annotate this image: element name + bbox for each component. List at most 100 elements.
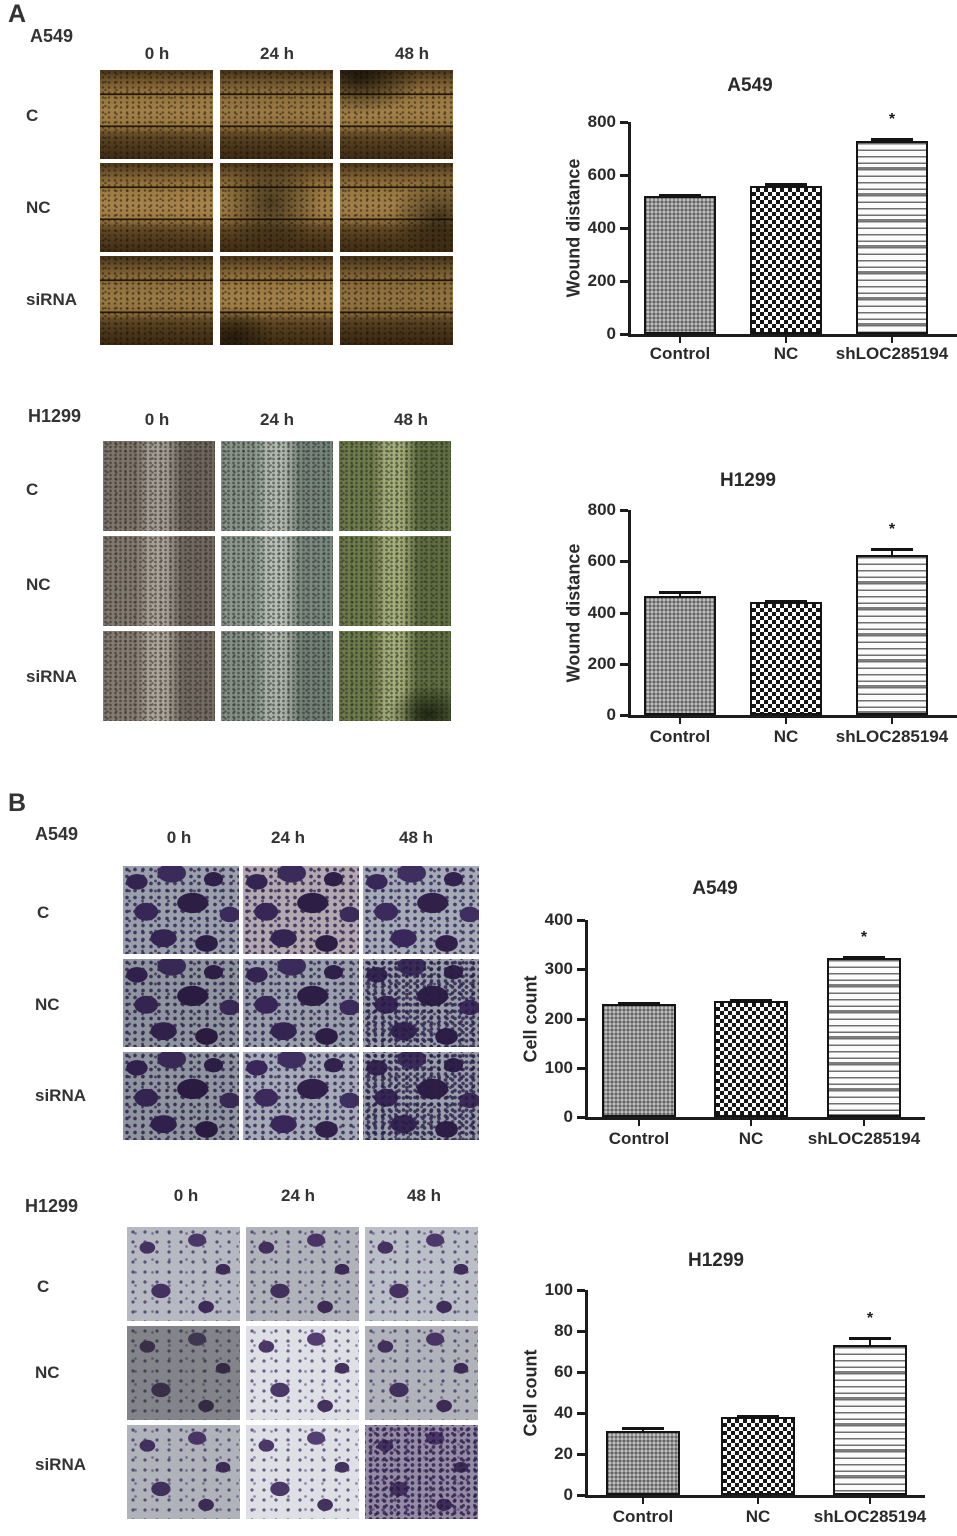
chart-title: H1299 [688, 1250, 744, 1271]
timepoint-header: 24 h [270, 828, 306, 847]
micrograph [246, 1227, 359, 1321]
micrograph [127, 1326, 240, 1420]
micrograph [340, 256, 453, 345]
bar [606, 1431, 680, 1495]
error-bar-cap [730, 998, 772, 1002]
micrograph [100, 70, 213, 159]
x-category-label: shLOC285194 [807, 1129, 921, 1148]
x-category-label: shLOC285194 [835, 344, 949, 363]
x-tick [891, 337, 894, 343]
row-label: NC [26, 198, 51, 217]
row-label: C [37, 1277, 50, 1296]
error-bar-cap [659, 194, 701, 197]
chart-title: A549 [692, 878, 738, 899]
y-tick-label: 100 [544, 1280, 573, 1299]
x-tick [679, 718, 682, 724]
y-tick-label: 200 [587, 271, 616, 290]
micrograph-grid-a549-transwell [123, 866, 479, 1140]
x-tick [891, 718, 894, 724]
x-tick [750, 1120, 753, 1126]
bar-chart-a549-cellcount: A549 Cell count 0 100 200 300 400 Control NC shLO… [520, 875, 950, 1187]
y-tick [577, 968, 585, 972]
row-label: NC [35, 995, 60, 1014]
micrograph-grid-h1299-wound [103, 441, 451, 721]
micrograph [246, 1425, 359, 1519]
micrograph [363, 1052, 479, 1140]
bar [833, 1345, 907, 1495]
y-tick [620, 333, 628, 336]
x-category-label: Control [649, 727, 711, 746]
y-tick [620, 509, 628, 512]
row-label: NC [26, 575, 51, 594]
x-category-label: Control [649, 344, 711, 363]
micrograph [123, 959, 239, 1047]
y-tick [577, 1066, 585, 1070]
y-tick-label: 0 [563, 1107, 573, 1126]
bar [721, 1417, 795, 1495]
significance-star: * [888, 111, 896, 129]
x-axis [628, 334, 957, 337]
y-axis [628, 510, 631, 718]
micrograph [220, 163, 333, 252]
y-tick [577, 1412, 585, 1415]
significance-star: * [860, 929, 868, 947]
row-label: C [26, 106, 39, 125]
y-tick-label: 600 [587, 165, 616, 184]
x-tick [642, 1498, 645, 1504]
y-tick [620, 227, 628, 230]
y-tick [620, 611, 628, 615]
y-tick [577, 919, 585, 922]
y-tick-label: 400 [544, 910, 573, 929]
micrograph [221, 631, 333, 721]
bar [750, 602, 822, 715]
y-tick-label: 20 [554, 1444, 573, 1463]
y-tick-label: 80 [554, 1321, 573, 1340]
row-label: siRNA [26, 290, 78, 309]
micrograph [127, 1227, 240, 1321]
timepoint-header: 48 h [406, 1186, 442, 1205]
bar [644, 196, 716, 334]
y-tick [577, 1289, 585, 1292]
x-tick [679, 337, 682, 343]
y-tick-label: 400 [587, 602, 616, 622]
x-category-label: NC [773, 727, 799, 746]
row-label: NC [35, 1363, 60, 1382]
y-tick [577, 1494, 585, 1497]
x-category-label: shLOC285194 [835, 727, 949, 746]
micrograph [365, 1227, 478, 1321]
micrograph [340, 70, 453, 159]
timepoint-header: 24 h [259, 44, 295, 63]
error-bar-cap [618, 1001, 660, 1005]
cell-line-label: H1299 [25, 1196, 79, 1216]
error-bar [891, 548, 894, 555]
x-category-label: NC [745, 1507, 771, 1526]
micrograph [339, 441, 451, 531]
y-axis [585, 1290, 588, 1498]
y-tick [620, 174, 628, 177]
error-bar-cap [843, 956, 885, 960]
micrograph [220, 256, 333, 345]
x-category-label: Control [608, 1129, 670, 1148]
error-bar-cap [765, 599, 807, 603]
y-tick [620, 280, 628, 283]
timepoint-header: 48 h [394, 44, 430, 63]
x-tick [785, 337, 788, 343]
cell-line-label: A549 [35, 824, 79, 844]
cell-line-label: A549 [30, 26, 74, 46]
timepoint-header: 24 h [259, 410, 295, 429]
x-category-label: NC [738, 1129, 764, 1148]
y-tick-label: 0 [563, 1485, 573, 1504]
micrograph [123, 866, 239, 954]
error-bar-cap [622, 1427, 664, 1430]
error-bar-cap [871, 548, 913, 552]
y-tick [620, 121, 628, 124]
row-label: C [26, 480, 39, 499]
x-axis [585, 1495, 925, 1498]
micrograph [221, 441, 333, 531]
row-label: siRNA [35, 1455, 87, 1474]
error-bar-cap [737, 1415, 779, 1418]
row-label: siRNA [35, 1086, 87, 1105]
micrograph [103, 631, 215, 721]
y-tick-label: 100 [544, 1057, 573, 1077]
micrograph [339, 631, 451, 721]
